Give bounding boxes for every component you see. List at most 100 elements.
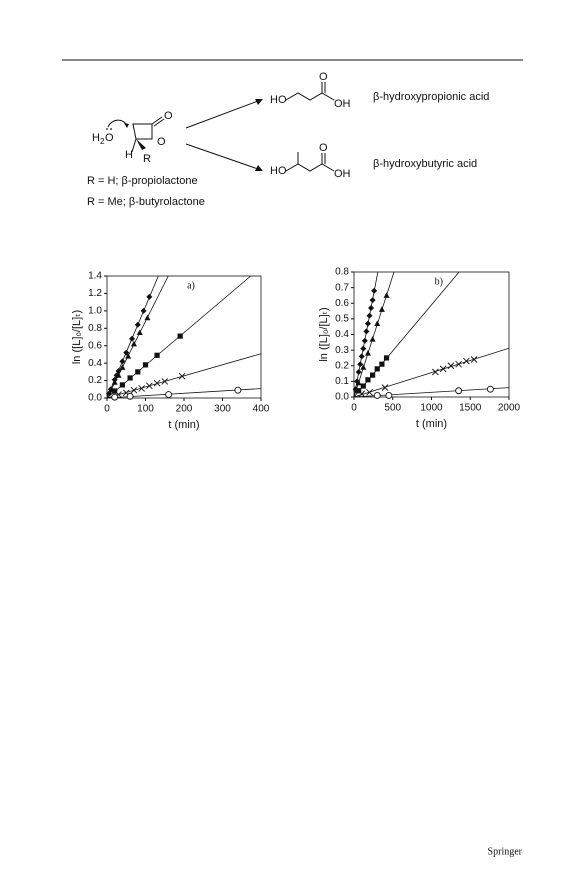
diamond-marker <box>140 307 147 314</box>
cross-marker <box>138 385 145 392</box>
lone-pair <box>106 128 108 130</box>
triangle-marker <box>136 329 143 336</box>
diamond-marker <box>146 293 153 300</box>
atom: O <box>319 71 328 83</box>
atom: O <box>105 132 114 144</box>
triangle-marker <box>355 379 362 386</box>
x-tick-label: 2000 <box>498 403 521 414</box>
x-axis-label: t (min) <box>168 419 199 431</box>
atom: HO <box>270 94 287 106</box>
triangle-marker <box>119 364 126 370</box>
y-tick-label: 0.0 <box>335 392 349 403</box>
square-marker <box>135 369 141 375</box>
triangle-marker <box>369 335 376 342</box>
y-tick-label: 1.0 <box>88 305 102 316</box>
trendline <box>353 347 510 398</box>
square-marker <box>360 383 366 389</box>
cross-marker <box>381 384 389 391</box>
trendline <box>106 353 262 399</box>
diamond-marker <box>134 321 141 328</box>
x-tick-label: 400 <box>253 404 270 415</box>
y-tick-label: 0.6 <box>335 298 349 309</box>
y-tick-label: 0.7 <box>335 282 349 293</box>
skeleton <box>285 163 335 172</box>
diamond-marker <box>363 328 370 335</box>
diamond-marker <box>361 337 368 344</box>
plot-frame <box>353 271 510 398</box>
circle-marker <box>373 391 381 399</box>
product-name: β-hydroxybutyric acid <box>373 158 477 170</box>
diamond-marker <box>369 297 376 304</box>
atom: R <box>143 153 151 165</box>
cross-marker <box>146 382 153 390</box>
square-marker <box>365 377 371 383</box>
curved-arrow <box>107 119 128 128</box>
square-marker <box>119 382 125 388</box>
cross-marker <box>455 360 462 368</box>
square-marker <box>177 333 183 339</box>
atom: O <box>157 136 166 148</box>
y-tick-label: 0.0 <box>88 393 102 404</box>
x-tick-label: 1000 <box>420 403 443 414</box>
y-tick-label: 0.5 <box>335 314 349 325</box>
square-marker <box>142 362 149 368</box>
atom: H <box>125 149 133 161</box>
triangle-marker <box>383 292 390 298</box>
y-tick-label: 0.3 <box>335 345 349 356</box>
cross-marker <box>463 357 470 365</box>
circle-marker <box>126 392 134 400</box>
triangle-marker <box>144 314 151 321</box>
x-tick-label: 0 <box>104 404 110 415</box>
atom: HO <box>270 165 287 177</box>
atom: OH <box>334 98 351 110</box>
ring <box>132 123 153 140</box>
square-marker <box>127 375 133 381</box>
circle-marker <box>165 391 173 398</box>
wedge-bond <box>136 139 146 150</box>
y-tick-label: 0.4 <box>88 358 102 369</box>
circle-marker <box>486 385 494 393</box>
square-marker <box>112 388 118 394</box>
reaction-arrow <box>185 100 259 129</box>
atom: OH <box>334 168 351 180</box>
panel-label: a) <box>187 280 195 291</box>
triangle-marker <box>130 340 137 347</box>
panel-label: b) <box>435 276 443 287</box>
arrow-head <box>124 123 129 128</box>
diamond-marker <box>357 361 364 368</box>
cross-marker <box>358 390 366 398</box>
square-marker <box>379 361 385 367</box>
atom: O <box>319 142 328 154</box>
square-marker <box>356 388 362 394</box>
y-tick-label: 0.1 <box>335 376 349 387</box>
triangle-marker <box>360 364 367 370</box>
bond <box>153 118 165 127</box>
reaction-arrow <box>185 143 259 170</box>
x-tick-label: 100 <box>137 404 154 415</box>
cross-marker <box>161 378 169 385</box>
y-tick-label: 0.2 <box>88 375 102 386</box>
diamond-marker <box>358 353 365 360</box>
atom-subscript: 2 <box>100 137 105 146</box>
y-tick-label: 0.6 <box>88 340 102 351</box>
atom: H <box>92 132 100 144</box>
y-tick-label: 0.2 <box>335 360 349 371</box>
triangle-marker <box>115 372 122 378</box>
diamond-marker <box>364 320 371 327</box>
diamond-marker <box>366 312 373 319</box>
diamond-marker <box>355 369 362 375</box>
bond <box>151 116 163 125</box>
trendline <box>106 275 169 399</box>
diamond-marker <box>119 358 126 365</box>
diamond-marker <box>129 335 136 342</box>
x-axis-label: t (min) <box>416 418 447 430</box>
y-tick-label: 0.8 <box>88 323 102 334</box>
trendline <box>353 271 395 398</box>
x-tick-label: 300 <box>214 404 231 415</box>
publisher: Springer <box>488 846 523 857</box>
y-tick-label: 1.2 <box>88 288 102 299</box>
product-name: β-hydroxypropionic acid <box>373 91 489 103</box>
cross-marker <box>153 379 161 387</box>
triangle-marker <box>374 320 381 326</box>
